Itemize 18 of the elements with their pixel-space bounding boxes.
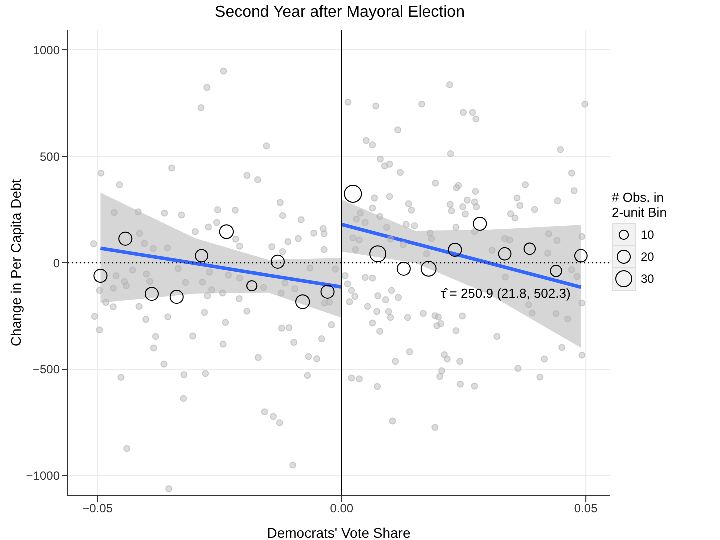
line-series <box>340 222 583 290</box>
line-series <box>98 246 344 290</box>
y-axis-title: Change in Per Capita Debt <box>8 179 24 347</box>
x-tick-label: −0.05 <box>82 502 114 516</box>
annotation: τ̂ = 250.9 (21.8, 502.3) <box>441 286 571 301</box>
y-tick-label: 500 <box>40 150 60 164</box>
y-tick-label: 1000 <box>33 43 60 58</box>
x-tick-label: 0.00 <box>330 502 354 516</box>
legend-label: 30 <box>641 272 654 286</box>
legend-label: 10 <box>641 228 654 242</box>
y-tick-label: 0 <box>53 256 60 270</box>
x-axis-title: Democrats' Vote Share <box>267 525 411 540</box>
legend-label: 20 <box>641 250 654 264</box>
chart-title: Second Year after Mayoral Election <box>214 4 466 22</box>
y-tick-label: −1000 <box>26 469 60 484</box>
legend-title: # Obs. in 2-unit Bin <box>612 190 667 220</box>
x-tick-label: 0.05 <box>574 502 598 516</box>
y-tick-label: −500 <box>32 362 60 377</box>
